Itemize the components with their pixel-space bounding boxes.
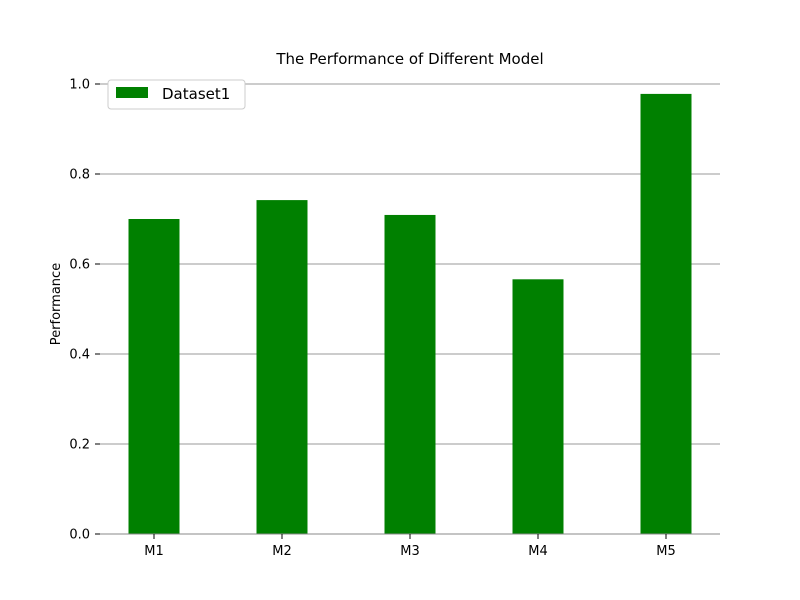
x-ticks: M1 M2 M3 M4 M5	[144, 534, 676, 559]
legend-swatch	[116, 87, 148, 98]
y-tick-label: 1.0	[69, 78, 90, 93]
chart-title: The Performance of Different Model	[275, 50, 543, 68]
bar-m3	[384, 214, 436, 534]
legend: Dataset1	[107, 79, 246, 110]
x-tick-label: M3	[400, 544, 420, 559]
x-tick-label: M1	[144, 544, 164, 559]
y-tick-label: 0.4	[69, 348, 90, 363]
y-tick-label: 0.6	[69, 258, 90, 273]
y-tick-label: 0.2	[69, 438, 90, 453]
y-tick-label: 0.8	[69, 168, 90, 183]
bars	[128, 93, 692, 535]
y-tick-label: 0.0	[69, 528, 90, 543]
bar-m5	[640, 93, 692, 535]
x-tick-label: M5	[656, 544, 676, 559]
bar-m2	[256, 200, 308, 534]
x-tick-label: M2	[272, 544, 292, 559]
x-tick-label: M4	[528, 544, 548, 559]
y-ticks: 0.0 0.2 0.4 0.6 0.8 1.0	[69, 78, 100, 543]
bar-m1	[128, 219, 180, 534]
legend-label-dataset1: Dataset1	[162, 85, 230, 103]
y-axis-label: Performance	[49, 263, 64, 345]
bar-m4	[512, 279, 564, 534]
